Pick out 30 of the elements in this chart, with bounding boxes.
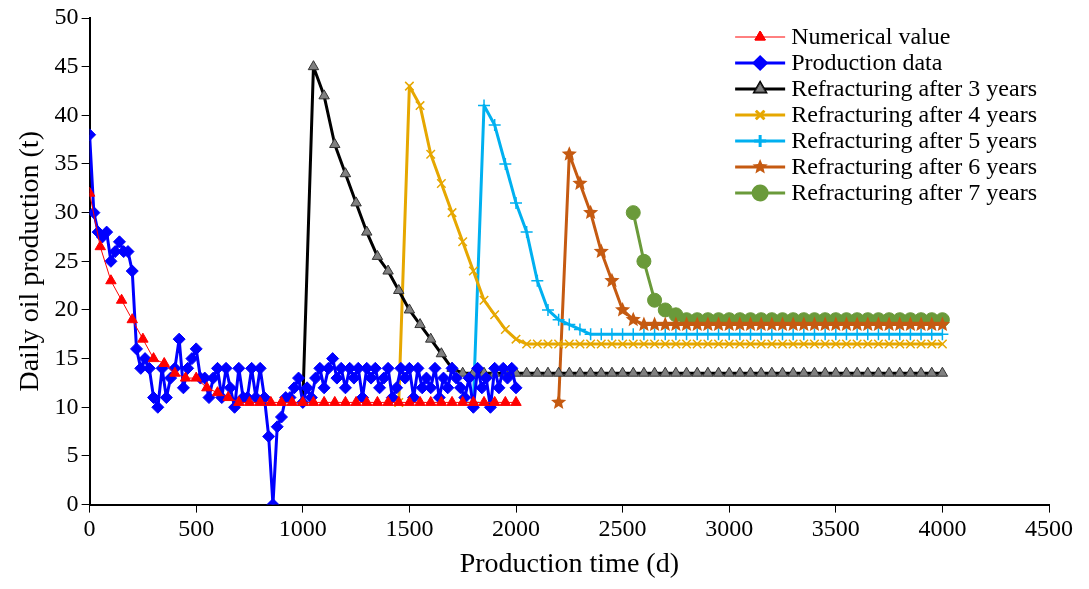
y-tick-label: 40 [54,100,79,127]
y-tick-label: 30 [54,197,79,224]
x-tick-label: 3000 [705,515,754,542]
x-tick-label: 500 [178,515,215,542]
y-tick-label: 0 [66,489,79,516]
x-tick-label: 1000 [278,515,327,542]
y-axis-title: Daily oil production (t) [13,131,45,392]
y-tick-label: 10 [54,392,79,419]
legend-label: Refracturing after 5 years [791,127,1037,154]
x-tick-label: 0 [83,515,96,542]
legend-label: Refracturing after 4 years [791,101,1037,128]
x-axis-title: Production time (d) [459,546,679,578]
x-tick-label: 4500 [1025,515,1073,542]
x-tick-label: 2500 [598,515,647,542]
legend-label: Refracturing after 7 years [791,179,1037,206]
y-tick-label: 35 [54,149,79,176]
x-tick-label: 4000 [918,515,967,542]
y-tick-label: 15 [54,343,79,370]
legend-label: Production data [791,49,943,76]
y-tick-label: 5 [66,441,79,468]
legend-label: Refracturing after 6 years [791,153,1037,180]
x-tick-label: 3500 [811,515,860,542]
y-tick-label: 20 [54,295,79,322]
y-tick-label: 45 [54,51,79,78]
x-tick-label: 1500 [385,515,434,542]
legend-label: Refracturing after 3 years [791,75,1037,102]
legend-label: Numerical value [791,23,951,50]
y-tick-label: 25 [54,246,79,273]
y-tick-label: 50 [54,3,79,30]
x-tick-label: 2000 [492,515,540,542]
